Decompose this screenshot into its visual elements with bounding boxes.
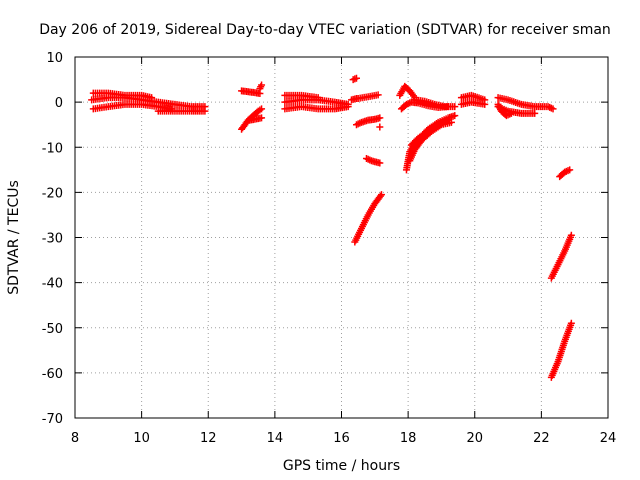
x-tick-labels: 8 10 12 14 16 18 20 22 24	[71, 431, 616, 446]
x-tick-label: 24	[600, 431, 617, 446]
data-segment	[407, 116, 452, 149]
x-tick-label: 12	[200, 431, 217, 446]
y-tick-label: -30	[42, 232, 63, 247]
data-point	[148, 94, 156, 102]
data-segment	[281, 91, 322, 102]
data-segment	[281, 103, 352, 113]
y-tick-label: -40	[42, 277, 63, 292]
data-segment	[354, 91, 382, 103]
x-tick-label: 14	[267, 431, 284, 446]
data-segment	[396, 82, 419, 102]
data-segment	[556, 166, 574, 181]
data-segment	[349, 74, 360, 84]
x-tick-label: 20	[466, 431, 483, 446]
data-point	[546, 103, 554, 111]
data-point	[376, 192, 384, 200]
data-segment	[154, 107, 209, 115]
y-axis-label: SDTVAR / TECUs	[6, 180, 22, 295]
y-tick-label: -60	[42, 367, 63, 382]
data-point	[444, 116, 452, 124]
data-segment	[89, 89, 156, 102]
data-point	[567, 231, 575, 239]
data-segment	[494, 100, 515, 120]
data-segment	[362, 155, 384, 167]
y-tick-label: 10	[46, 51, 63, 66]
x-tick-label: 10	[133, 431, 150, 446]
data-point	[314, 94, 322, 102]
x-axis-label: GPS time / hours	[283, 458, 400, 474]
data-point	[258, 114, 266, 122]
y-tick-label: -50	[42, 322, 63, 337]
y-tick-label: 0	[55, 96, 63, 111]
y-tick-label: -70	[42, 412, 63, 427]
chart-title: Day 206 of 2019, Sidereal Day-to-day VTE…	[39, 22, 611, 38]
x-tick-label: 8	[71, 431, 79, 446]
data-segment	[256, 81, 266, 93]
data-segment	[246, 114, 266, 124]
y-tick-label: -20	[42, 186, 63, 201]
data-point	[507, 109, 515, 117]
data-point	[377, 191, 385, 199]
data-point	[376, 159, 384, 167]
data-point	[344, 103, 352, 111]
data-segment	[352, 114, 384, 129]
data-segment	[547, 231, 575, 282]
data-segment	[411, 96, 459, 111]
data-segment	[457, 91, 489, 104]
data-point	[366, 156, 374, 164]
data-segment	[89, 100, 176, 113]
plot-frame	[74, 56, 609, 419]
x-tick-label: 16	[333, 431, 350, 446]
y-tick-label: -10	[42, 141, 63, 156]
data-segment	[457, 98, 489, 108]
data-point	[258, 105, 266, 113]
data-point	[481, 100, 489, 108]
data-point	[374, 91, 382, 99]
data-point	[376, 114, 384, 122]
data-point	[566, 166, 574, 174]
data-segment	[494, 94, 557, 113]
data-point	[376, 123, 384, 131]
y-tick-labels: 10 0 -10 -20 -30 -40 -50 -60 -70	[42, 51, 63, 427]
data-point	[258, 81, 266, 89]
grid-lines	[75, 57, 608, 418]
x-tick-label: 22	[533, 431, 550, 446]
data-point	[531, 109, 539, 117]
data-point	[567, 319, 575, 327]
data-point	[201, 107, 209, 115]
data-point	[451, 112, 459, 120]
data-segment	[547, 319, 575, 381]
data-point	[451, 103, 459, 111]
data-point	[547, 104, 555, 112]
data-point	[549, 105, 557, 113]
data-segment	[351, 191, 385, 246]
data-segment	[376, 123, 384, 131]
x-tick-label: 18	[400, 431, 417, 446]
data-point	[352, 74, 360, 82]
data-points	[88, 74, 575, 381]
